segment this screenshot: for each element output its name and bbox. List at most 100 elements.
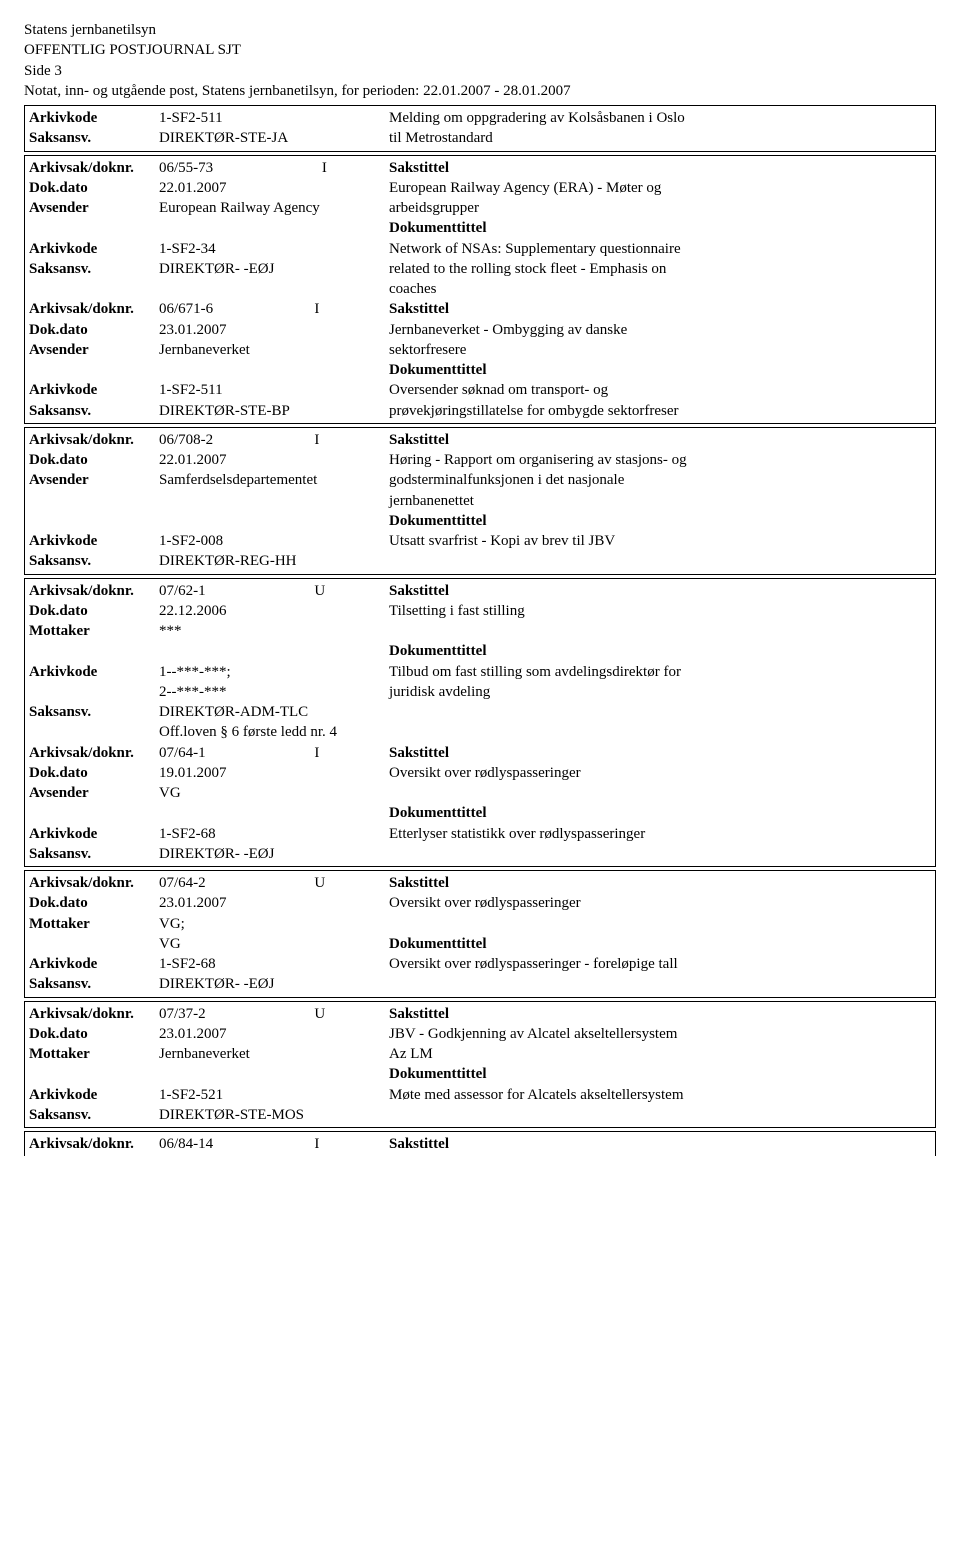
mottaker-value: *** <box>159 621 389 641</box>
sakstittel-text: Høring - Rapport om organisering av stas… <box>389 450 931 470</box>
avsender-value: VG <box>159 783 389 803</box>
dokumenttittel-heading: Dokumenttittel <box>389 511 931 531</box>
dokumenttittel-heading: Dokumenttittel <box>389 218 931 238</box>
doknr-value: 06/671-6 I <box>159 299 389 319</box>
mottaker-value: VG; <box>159 914 389 934</box>
avsender-value: Jernbaneverket <box>159 340 389 360</box>
sakstittel-heading: Sakstittel <box>389 873 931 893</box>
arkivsakdoknr-label: Arkivsak/doknr. <box>29 1134 159 1154</box>
sakstittel-text: Az LM <box>389 1044 931 1064</box>
sakstittel-text: Jernbaneverket - Ombygging av danske <box>389 320 931 340</box>
saksansv-value: DIREKTØR-STE-MOS <box>159 1105 389 1125</box>
arkivkode-label: Arkivkode <box>29 239 159 259</box>
dokumenttittel-heading: Dokumenttittel <box>389 1064 931 1084</box>
mottaker-label: Mottaker <box>29 1044 159 1064</box>
avsender-value: European Railway Agency <box>159 198 389 218</box>
dokdato-label: Dok.dato <box>29 320 159 340</box>
arkivsakdoknr-label: Arkivsak/doknr. <box>29 873 159 893</box>
arkivkode-value: 1-SF2-68 <box>159 954 389 974</box>
page-number: Side 3 <box>24 61 936 81</box>
dokdato-label: Dok.dato <box>29 893 159 913</box>
saksansv-value: DIREKTØR- -EØJ <box>159 259 389 279</box>
arkivsakdoknr-label: Arkivsak/doknr. <box>29 581 159 601</box>
arkivkode-label: Arkivkode <box>29 1085 159 1105</box>
saksansv-label: Saksansv. <box>29 259 159 279</box>
doknr-value: 06/55-73 I <box>159 158 389 178</box>
sakstittel-text: godsterminalfunksjonen i det nasjonale <box>389 470 931 490</box>
dokdato-value: 22.01.2007 <box>159 450 389 470</box>
sakstittel-heading: Sakstittel <box>389 743 931 763</box>
page-header: Statens jernbanetilsyn OFFENTLIG POSTJOU… <box>24 20 936 101</box>
period-line: Notat, inn- og utgående post, Statens je… <box>24 81 936 101</box>
saksansv-label: Saksansv. <box>29 974 159 994</box>
avsender-value: Samferdselsdepartementet <box>159 470 389 490</box>
dokdato-label: Dok.dato <box>29 1024 159 1044</box>
dokumenttittel-text: Etterlyser statistikk over rødlyspasseri… <box>389 824 931 844</box>
dokdato-value: 19.01.2007 <box>159 763 389 783</box>
arkivkode-value: 1-SF2-68 <box>159 824 389 844</box>
record-block: Arkivsak/doknr. 06/84-14 I Sakstittel <box>24 1131 936 1156</box>
dokdato-label: Dok.dato <box>29 178 159 198</box>
sakstittel-heading: Sakstittel <box>389 1004 931 1024</box>
dokumenttittel-text: Møte med assessor for Alcatels akseltell… <box>389 1085 931 1105</box>
arkivkode-value: 1-SF2-511 <box>159 108 389 128</box>
dokumenttittel-text: Oversikt over rødlyspasseringer - forelø… <box>389 954 931 974</box>
saksansv-label: Saksansv. <box>29 551 159 571</box>
arkivkode-value: 1-SF2-34 <box>159 239 389 259</box>
dokumenttittel-heading: Dokumenttittel <box>389 360 931 380</box>
arkivkode-value: 1-SF2-511 <box>159 380 389 400</box>
arkivkode-label: Arkivkode <box>29 531 159 551</box>
dokumenttittel-text: coaches <box>389 279 931 299</box>
sakstittel-text: Oversikt over rødlyspasseringer <box>389 763 931 783</box>
journal-title: OFFENTLIG POSTJOURNAL SJT <box>24 40 936 60</box>
sakstittel-heading: Sakstittel <box>389 581 931 601</box>
arkivkode-value: 1-SF2-521 <box>159 1085 389 1105</box>
arkivsakdoknr-label: Arkivsak/doknr. <box>29 430 159 450</box>
doknr-value: 06/708-2 I <box>159 430 389 450</box>
mottaker-value: VG <box>159 934 389 954</box>
arkivkode-label: Arkivkode <box>29 954 159 974</box>
saksansv-value: DIREKTØR-REG-HH <box>159 551 389 571</box>
avsender-label: Avsender <box>29 470 159 490</box>
record-block: Arkivsak/doknr. 06/708-2 I Sakstittel Do… <box>24 427 936 575</box>
doknr-value: 06/84-14 I <box>159 1134 389 1154</box>
dokumenttittel-text: Oversender søknad om transport- og <box>389 380 931 400</box>
off-value: Off.loven § 6 første ledd nr. 4 <box>159 722 389 742</box>
saksansv-value: DIREKTØR- -EØJ <box>159 974 389 994</box>
arkivkode-label: Arkivkode <box>29 108 159 128</box>
avsender-label: Avsender <box>29 198 159 218</box>
dokdato-value: 23.01.2007 <box>159 1024 389 1044</box>
arkivsakdoknr-label: Arkivsak/doknr. <box>29 1004 159 1024</box>
dokumenttittel-text: Network of NSAs: Supplementary questionn… <box>389 239 931 259</box>
doknr-value: 07/64-2 U <box>159 873 389 893</box>
org-name: Statens jernbanetilsyn <box>24 20 936 40</box>
sakstittel-text: JBV - Godkjenning av Alcatel akselteller… <box>389 1024 931 1044</box>
doknr-value: 07/64-1 I <box>159 743 389 763</box>
record-block: Arkivsak/doknr. 07/64-2 U Sakstittel Dok… <box>24 870 936 998</box>
sakstittel-text: Oversikt over rødlyspasseringer <box>389 893 931 913</box>
arkivkode-label: Arkivkode <box>29 662 159 682</box>
arkivsakdoknr-label: Arkivsak/doknr. <box>29 299 159 319</box>
dokumenttittel-text: related to the rolling stock fleet - Emp… <box>389 259 931 279</box>
saksansv-label: Saksansv. <box>29 401 159 421</box>
sakstittel-heading: Sakstittel <box>389 1134 931 1154</box>
dokumenttittel-text: prøvekjøringstillatelse for ombygde sekt… <box>389 401 931 421</box>
mottaker-value: Jernbaneverket <box>159 1044 389 1064</box>
dokumenttittel-heading: Dokumenttittel <box>389 934 931 954</box>
dokumenttittel-text: Tilbud om fast stilling som avdelingsdir… <box>389 662 931 682</box>
dokdato-label: Dok.dato <box>29 763 159 783</box>
saksansv-label: Saksansv. <box>29 128 159 148</box>
dokdato-label: Dok.dato <box>29 601 159 621</box>
saksansv-label: Saksansv. <box>29 844 159 864</box>
sakstittel-heading: Sakstittel <box>389 430 931 450</box>
sakstittel-text: arbeidsgrupper <box>389 198 931 218</box>
dokumenttittel-text: juridisk avdeling <box>389 682 931 702</box>
mottaker-label: Mottaker <box>29 621 159 641</box>
record-block: Arkivsak/doknr. 07/37-2 U Sakstittel Dok… <box>24 1001 936 1129</box>
saksansv-value: DIREKTØR-ADM-TLC <box>159 702 389 722</box>
arkivkode-label: Arkivkode <box>29 824 159 844</box>
sakstittel-text: sektorfresere <box>389 340 931 360</box>
saksansv-label: Saksansv. <box>29 1105 159 1125</box>
doknr-value: 07/62-1 U <box>159 581 389 601</box>
doknr-value: 07/37-2 U <box>159 1004 389 1024</box>
